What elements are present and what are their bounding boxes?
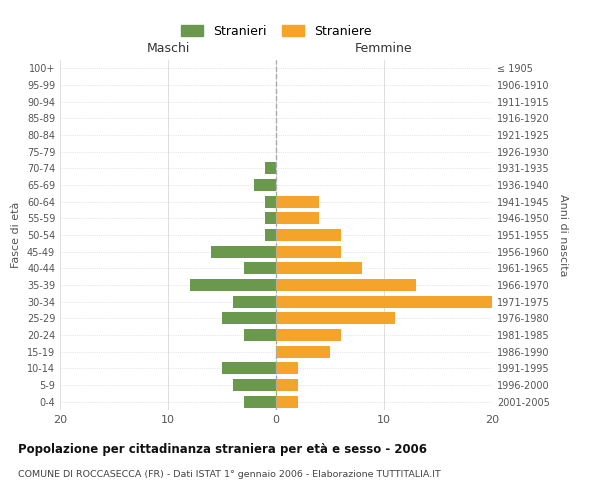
Text: Maschi: Maschi: [146, 42, 190, 55]
Bar: [276, 312, 395, 324]
Bar: [233, 296, 276, 308]
Bar: [244, 329, 276, 341]
Bar: [276, 296, 492, 308]
Bar: [244, 262, 276, 274]
Text: COMUNE DI ROCCASECCA (FR) - Dati ISTAT 1° gennaio 2006 - Elaborazione TUTTITALIA: COMUNE DI ROCCASECCA (FR) - Dati ISTAT 1…: [18, 470, 441, 479]
Bar: [276, 196, 319, 207]
Legend: Stranieri, Straniere: Stranieri, Straniere: [177, 21, 375, 42]
Text: Femmine: Femmine: [355, 42, 413, 55]
Bar: [222, 312, 276, 324]
Bar: [276, 212, 319, 224]
Bar: [244, 396, 276, 407]
Bar: [190, 279, 276, 291]
Text: Popolazione per cittadinanza straniera per età e sesso - 2006: Popolazione per cittadinanza straniera p…: [18, 442, 427, 456]
Bar: [276, 229, 341, 241]
Y-axis label: Anni di nascita: Anni di nascita: [558, 194, 568, 276]
Bar: [276, 362, 298, 374]
Bar: [276, 262, 362, 274]
Bar: [222, 362, 276, 374]
Bar: [276, 329, 341, 341]
Bar: [276, 279, 416, 291]
Bar: [276, 246, 341, 258]
Bar: [276, 396, 298, 407]
Bar: [265, 196, 276, 207]
Y-axis label: Fasce di età: Fasce di età: [11, 202, 21, 268]
Bar: [233, 379, 276, 391]
Bar: [265, 212, 276, 224]
Bar: [265, 162, 276, 174]
Bar: [276, 346, 330, 358]
Bar: [211, 246, 276, 258]
Bar: [276, 379, 298, 391]
Bar: [265, 229, 276, 241]
Bar: [254, 179, 276, 191]
